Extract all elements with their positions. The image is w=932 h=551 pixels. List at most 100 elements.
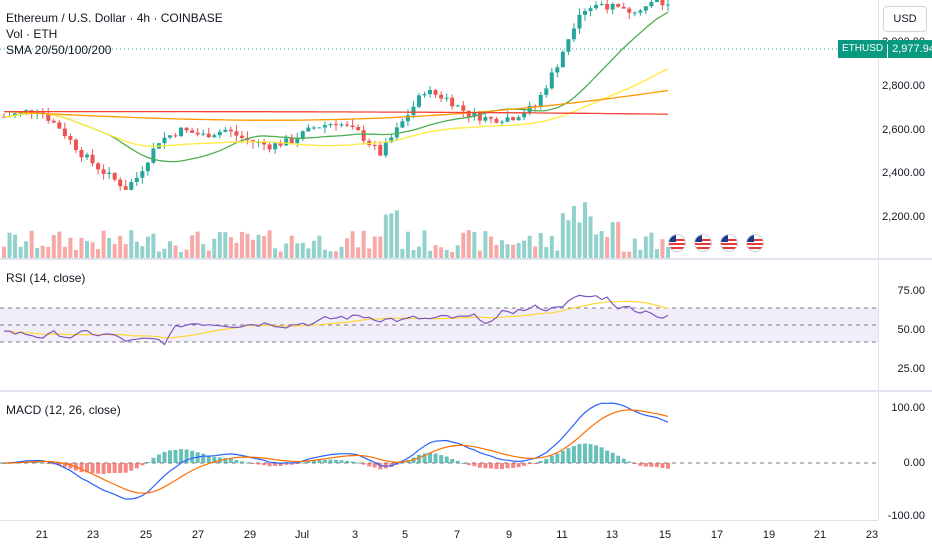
volume-bar bbox=[262, 236, 267, 258]
main-price-scale[interactable]: 3,000.00 2,800.00 2,600.00 2,400.00 2,20… bbox=[878, 0, 932, 258]
volume-legend[interactable]: Vol · ETH bbox=[6, 27, 58, 41]
candle-body bbox=[483, 117, 488, 121]
volume-bar bbox=[2, 246, 6, 258]
candle-body bbox=[378, 145, 383, 156]
macd-histogram-bar bbox=[328, 459, 333, 463]
time-axis[interactable]: 21 23 25 27 29 Jul 3 5 7 9 11 13 15 17 19 21 23 bbox=[0, 520, 878, 551]
volume-bar bbox=[29, 230, 34, 258]
volume-bar bbox=[361, 230, 366, 258]
macd-chart[interactable] bbox=[0, 392, 878, 520]
macd-histogram-bar bbox=[571, 446, 576, 463]
candle-body bbox=[439, 94, 444, 99]
volume-bar bbox=[295, 243, 300, 258]
volume-bar bbox=[411, 250, 416, 258]
macd-histogram-bar bbox=[306, 461, 311, 463]
pane-divider[interactable] bbox=[0, 390, 932, 392]
rsi-scale[interactable]: 75.00 50.00 25.00 bbox=[878, 260, 932, 390]
volume-bar bbox=[118, 235, 123, 258]
us-flag-icon[interactable] bbox=[746, 234, 764, 252]
volume-bar bbox=[273, 248, 278, 258]
rsi-chart[interactable] bbox=[0, 260, 878, 390]
volume-bar bbox=[522, 240, 527, 258]
volume-bar bbox=[212, 238, 217, 258]
currency-button[interactable]: USD bbox=[883, 6, 927, 32]
volume-bar bbox=[616, 221, 621, 258]
macd-histogram-bar bbox=[500, 463, 504, 470]
macd-histogram-bar bbox=[594, 445, 599, 463]
volume-bar bbox=[533, 246, 538, 258]
volume-bar bbox=[57, 231, 62, 258]
volume-bar bbox=[239, 231, 244, 258]
macd-histogram-bar bbox=[372, 463, 377, 468]
macd-pane[interactable]: MACD (12, 26, close) bbox=[0, 392, 878, 520]
us-flag-icon[interactable] bbox=[720, 234, 738, 252]
volume-bar bbox=[455, 245, 460, 258]
macd-histogram-bar bbox=[317, 460, 322, 463]
macd-histogram-bar bbox=[511, 463, 516, 468]
macd-histogram-bar bbox=[560, 450, 565, 463]
candle-body bbox=[455, 105, 460, 107]
candle-body bbox=[422, 94, 427, 96]
macd-histogram-bar bbox=[356, 462, 361, 464]
candle-body bbox=[129, 182, 134, 190]
volume-bar bbox=[660, 239, 665, 258]
us-flag-icon[interactable] bbox=[694, 234, 712, 252]
macd-histogram-bar bbox=[389, 463, 394, 468]
macd-histogram-bar bbox=[284, 463, 289, 465]
us-flag-icon[interactable] bbox=[668, 234, 686, 252]
pane-divider[interactable] bbox=[0, 258, 932, 260]
candle-body bbox=[51, 120, 56, 123]
macd-histogram-bar bbox=[477, 463, 482, 468]
macd-histogram-bar bbox=[140, 463, 145, 466]
candle-body bbox=[278, 143, 283, 146]
macd-histogram-bar bbox=[666, 463, 670, 469]
candle-body bbox=[643, 6, 648, 11]
candle-body bbox=[610, 4, 615, 10]
macd-histogram-bar bbox=[367, 463, 372, 467]
time-label: 9 bbox=[505, 529, 513, 541]
candle-body bbox=[295, 138, 300, 144]
candle-body bbox=[627, 8, 632, 13]
volume-bar bbox=[228, 237, 233, 258]
macd-histogram-bar bbox=[245, 462, 250, 464]
candle-body bbox=[85, 154, 89, 158]
volume-bar bbox=[134, 241, 139, 258]
candle-body bbox=[46, 114, 51, 121]
volume-bar bbox=[638, 249, 643, 258]
volume-bar bbox=[394, 210, 399, 258]
macd-legend[interactable]: MACD (12, 26, close) bbox=[6, 403, 121, 417]
volume-bar bbox=[35, 247, 40, 258]
volume-bar bbox=[311, 240, 316, 258]
rsi-legend[interactable]: RSI (14, close) bbox=[6, 271, 86, 285]
candle-body bbox=[151, 148, 156, 163]
volume-bar bbox=[101, 230, 106, 258]
candle-body bbox=[516, 117, 521, 121]
candlestick-chart[interactable] bbox=[0, 0, 878, 258]
candle-body bbox=[616, 4, 621, 7]
main-chart-pane[interactable]: Ethereum / U.S. Dollar · 4h · COINBASE V… bbox=[0, 0, 878, 258]
sma-legend[interactable]: SMA 20/50/100/200 bbox=[6, 43, 112, 57]
volume-bar bbox=[162, 248, 167, 258]
macd-histogram-bar bbox=[96, 463, 101, 474]
macd-histogram-bar bbox=[262, 463, 267, 466]
symbol-title[interactable]: Ethereum / U.S. Dollar · 4h · COINBASE bbox=[6, 11, 223, 25]
rsi-line bbox=[3, 294, 669, 346]
candle-body bbox=[134, 177, 139, 183]
candle-body bbox=[223, 129, 228, 132]
rsi-tick: 25.00 bbox=[897, 363, 925, 375]
rsi-pane[interactable]: RSI (14, close) bbox=[0, 260, 878, 390]
volume-bar bbox=[643, 236, 648, 258]
volume-bar bbox=[18, 246, 23, 258]
macd-scale[interactable]: 100.00 0.00 -100.00 bbox=[878, 392, 932, 522]
candle-body bbox=[555, 67, 560, 73]
candle-body bbox=[654, 0, 659, 3]
macd-histogram-bar bbox=[627, 461, 632, 463]
volume-bar bbox=[328, 251, 333, 258]
volume-bar bbox=[68, 237, 73, 258]
candle-body bbox=[228, 129, 233, 132]
candle-body bbox=[306, 127, 311, 132]
volume-bar bbox=[289, 235, 294, 258]
volume-bar bbox=[494, 244, 499, 258]
macd-histogram-bar bbox=[40, 462, 45, 464]
candle-body bbox=[273, 143, 278, 150]
